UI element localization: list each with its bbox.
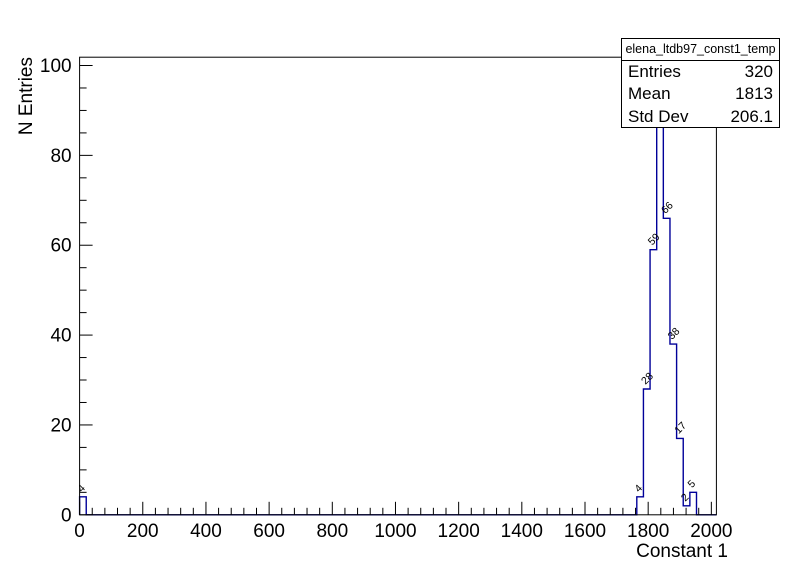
x-tick-label: 400 (190, 521, 222, 542)
x-tick-label: 800 (316, 521, 348, 542)
stats-row-stddev: Std Dev 206.1 (622, 106, 779, 128)
y-tick-label: 100 (40, 56, 72, 77)
stats-label: Mean (628, 84, 671, 104)
bin-value-label: 17 (672, 420, 689, 437)
x-tick-label: 600 (253, 521, 285, 542)
bin-value-label: 4 (75, 482, 88, 495)
x-tick-label: 1000 (374, 521, 416, 542)
stats-row-mean: Mean 1813 (622, 83, 779, 105)
bin-value-label: 28 (639, 370, 656, 387)
y-axis-title: N Entries (16, 57, 37, 136)
x-axis-title: Constant 1 (636, 541, 728, 562)
bin-value-label: 59 (646, 231, 663, 248)
x-tick-label: 0 (74, 521, 85, 542)
stats-value: 320 (744, 62, 773, 82)
x-tick-label: 1200 (438, 521, 480, 542)
x-tick-label: 2000 (690, 521, 732, 542)
stats-box-title: elena_ltdb97_const1_temp (622, 39, 779, 61)
bin-value-label: 5 (686, 478, 699, 491)
x-tick-label: 1800 (627, 521, 669, 542)
y-tick-label: 60 (50, 236, 71, 257)
stats-label: Std Dev (628, 106, 689, 126)
histogram-line (78, 78, 717, 516)
x-tick-label: 1400 (501, 521, 543, 542)
x-tick-label: 200 (127, 521, 159, 542)
stats-value: 1813 (735, 84, 773, 104)
stats-row-entries: Entries 320 (622, 61, 779, 83)
bin-value-label: 66 (659, 200, 676, 217)
y-tick-label: 40 (50, 326, 71, 347)
x-tick-label: 1600 (564, 521, 606, 542)
bin-value-label: 38 (666, 325, 683, 342)
y-tick-label: 20 (50, 415, 71, 436)
y-tick-label: 0 (61, 505, 72, 526)
stats-box: elena_ltdb97_const1_temp Entries 320 Mea… (621, 38, 780, 128)
stats-label: Entries (628, 62, 681, 82)
plot-frame (79, 56, 717, 516)
stats-value: 206.1 (730, 106, 773, 126)
y-tick-label: 80 (50, 146, 71, 167)
